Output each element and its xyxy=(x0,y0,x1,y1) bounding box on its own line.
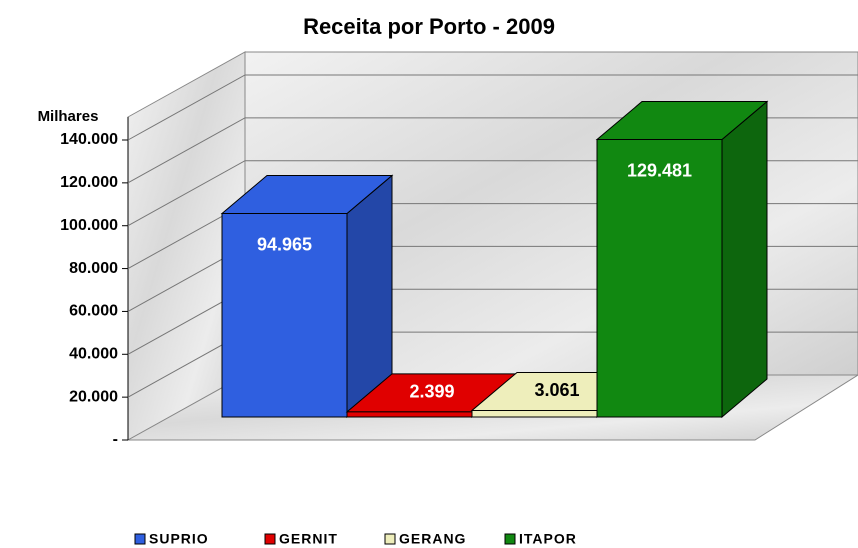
bar-front xyxy=(471,409,598,418)
y-tick-label: 100.000 xyxy=(60,217,118,234)
y-tick-label: - xyxy=(113,431,118,448)
y-tick-label: 80.000 xyxy=(69,260,118,277)
legend-label: GERNIT xyxy=(279,531,338,547)
data-label: 3.061 xyxy=(534,380,579,400)
legend-swatch xyxy=(134,533,146,545)
grid-line xyxy=(127,74,858,141)
data-label: 129.481 xyxy=(627,160,692,180)
bar-front xyxy=(596,139,723,418)
y-tick-label: 140.000 xyxy=(60,131,118,148)
chart-title: Receita por Porto - 2009 xyxy=(303,14,555,39)
y-tick-label: 60.000 xyxy=(69,303,118,320)
legend-swatch xyxy=(504,533,516,545)
legend-label: ITAPOR xyxy=(519,531,577,547)
y-axis-label: Milhares xyxy=(38,108,99,125)
legend-label: SUPRIO xyxy=(149,531,209,547)
legend-swatch xyxy=(264,533,276,545)
bar-front xyxy=(346,411,473,418)
data-label: 2.399 xyxy=(409,382,454,402)
legend-swatch xyxy=(384,533,396,545)
y-tick-label: 120.000 xyxy=(60,174,118,191)
y-tick-label: 20.000 xyxy=(69,388,118,405)
legend-label: GERANG xyxy=(399,531,466,547)
bar xyxy=(220,174,394,419)
y-tick-label: 40.000 xyxy=(69,346,118,363)
bar-side xyxy=(721,100,768,419)
bar xyxy=(595,100,769,419)
data-label: 94.965 xyxy=(257,234,312,254)
